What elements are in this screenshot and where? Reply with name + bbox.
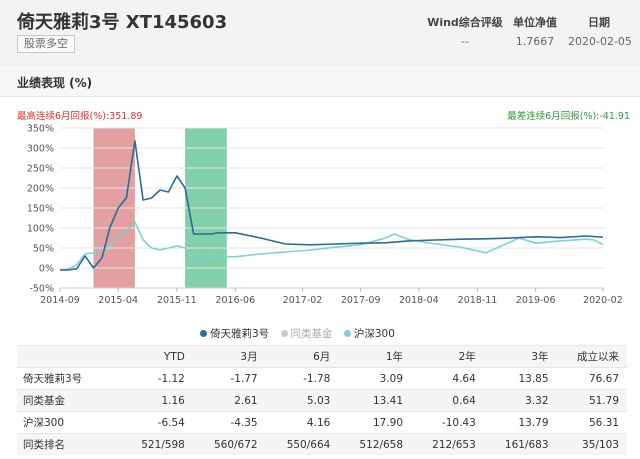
metric-nav-value: 1.7667 — [515, 35, 555, 48]
table-cell: 17.90 — [338, 411, 412, 434]
table-cell: -1.78 — [265, 367, 339, 390]
table-cell: -10.43 — [411, 411, 484, 434]
table-cell: 550/664 — [265, 433, 339, 455]
y-tick-label: 350% — [27, 124, 54, 135]
performance-chart: 350% 300% 250% 200% 150% 100% 50% 0% -50%2014-09… — [27, 124, 623, 307]
table-cell: 212/653 — [411, 433, 484, 455]
legend-label-peer: 同类基金 — [290, 328, 333, 340]
table-cell: 3.32 — [483, 389, 557, 412]
x-tick-label: 2017-02 — [283, 295, 323, 306]
table-cell: 13.41 — [338, 389, 412, 412]
strategy-tag[interactable]: 股票多空 — [17, 35, 75, 53]
performance-table: YTD 3月 6月 1年 2年 3年 成立以来 倚天雅莉3号 -1.12 -1.… — [17, 345, 627, 455]
legend-label-fund: 倚天雅莉3号 — [210, 328, 270, 340]
table-cell: 2.61 — [192, 389, 266, 412]
x-tick-label: 2016-06 — [215, 295, 255, 306]
legend-label-index: 沪深300 — [353, 328, 395, 340]
x-tick-label: 2018-04 — [399, 295, 439, 306]
series-line-fund — [60, 140, 603, 271]
fund-header: 倚天雅莉3号 XT145603 股票多空 Wind综合评级 -- 单位净值 1.… — [0, 0, 640, 64]
y-tick-label: 0% — [39, 264, 54, 275]
row-label: 同类排名 — [17, 433, 121, 455]
y-tick-label: -50% — [29, 284, 54, 295]
table-cell: 0.64 — [411, 389, 484, 412]
metric-rating-label: Wind综合评级 — [427, 16, 503, 29]
table-cell: 4.64 — [411, 367, 484, 390]
x-tick-label: 2014-09 — [40, 295, 80, 306]
legend-item-peer[interactable]: 同类基金 — [280, 326, 333, 341]
table-header-cell — [17, 345, 121, 368]
x-tick-label: 2015-04 — [98, 295, 138, 306]
table-cell: -1.77 — [192, 367, 266, 390]
x-tick-label: 2019-06 — [516, 295, 556, 306]
table-header-cell: 3年 — [483, 345, 557, 368]
performance-panel: 业绩表现 (%) 最高连续6月回报(%):351.89 最差连续6月回报(%):… — [0, 66, 640, 459]
legend-dot-fund — [200, 329, 207, 337]
x-tick-label: 2018-11 — [458, 295, 498, 306]
y-tick-label: 300% — [27, 144, 54, 155]
y-tick-label: 100% — [27, 224, 54, 235]
table-row: 同类基金 1.16 2.61 5.03 13.41 0.64 3.32 51.7… — [17, 389, 627, 412]
table-cell: -4.35 — [192, 411, 266, 434]
table-header-cell: 成立以来 — [556, 345, 627, 368]
table-row: 沪深300 -6.54 -4.35 4.16 17.90 -10.43 13.7… — [17, 411, 627, 434]
table-header-cell: 6月 — [265, 345, 339, 368]
table-cell: 3.09 — [338, 367, 412, 390]
metric-date: 日期 2020-02-05 — [568, 14, 632, 48]
metric-rating: Wind综合评级 -- — [425, 14, 505, 48]
fund-title: 倚天雅莉3号 XT145603 — [17, 12, 228, 33]
y-tick-label: 150% — [27, 204, 54, 215]
table-header-row: YTD 3月 6月 1年 2年 3年 成立以来 — [17, 345, 627, 368]
max-6m-return-label: 最高连续6月回报(%):351.89 — [17, 111, 143, 122]
table-row: 同类排名 521/598 560/672 550/664 512/658 212… — [17, 433, 627, 455]
x-tick-label: 2020-02 — [583, 295, 623, 306]
y-tick-label: 250% — [27, 164, 54, 175]
metric-date-value: 2020-02-05 — [568, 35, 632, 48]
table-cell: -6.54 — [120, 411, 193, 434]
x-tick-label: 2015-11 — [157, 295, 197, 306]
table-cell: 4.16 — [265, 411, 339, 434]
series-line-index — [59, 221, 604, 271]
table-header-cell: YTD — [120, 345, 193, 368]
table-cell: -1.12 — [120, 367, 193, 390]
metric-rating-value: -- — [461, 35, 469, 48]
table-header-cell: 3月 — [192, 345, 266, 368]
y-tick-label: 200% — [27, 184, 54, 195]
table-cell: 35/103 — [556, 433, 627, 455]
metric-date-label: 日期 — [588, 16, 610, 29]
table-cell: 521/598 — [120, 433, 193, 455]
table-cell: 1.16 — [120, 389, 193, 412]
chart-legend: 倚天雅莉3号 同类基金 沪深300 — [200, 326, 403, 341]
y-tick-label: 50% — [33, 244, 54, 255]
table-cell: 512/658 — [338, 433, 412, 455]
metric-nav-label: 单位净值 — [513, 16, 557, 29]
legend-item-index[interactable]: 沪深300 — [343, 326, 395, 341]
table-cell: 161/683 — [483, 433, 557, 455]
table-cell: 13.79 — [483, 411, 557, 434]
legend-dot-peer — [280, 329, 288, 337]
table-cell: 13.85 — [483, 367, 557, 390]
row-label: 沪深300 — [17, 411, 121, 434]
table-header-cell: 1年 — [338, 345, 412, 368]
table-cell: 56.31 — [556, 411, 627, 434]
panel-title: 业绩表现 (%) — [17, 76, 93, 90]
x-tick-label: 2017-09 — [341, 295, 381, 306]
metric-nav: 单位净值 1.7667 — [505, 14, 565, 48]
table-cell: 51.79 — [556, 389, 627, 412]
panel-header: 业绩表现 (%) — [0, 66, 640, 97]
min-6m-return-label: 最差连续6月回报(%):-41.91 — [507, 111, 630, 122]
legend-dot-index — [343, 329, 351, 337]
table-cell: 5.03 — [265, 389, 339, 412]
table-header-cell: 2年 — [411, 345, 484, 368]
table-cell: 560/672 — [192, 433, 266, 455]
legend-item-fund[interactable]: 倚天雅莉3号 — [200, 326, 269, 341]
row-label: 同类基金 — [17, 389, 121, 412]
table-row: 倚天雅莉3号 -1.12 -1.77 -1.78 3.09 4.64 13.85… — [17, 367, 627, 390]
table-cell: 76.67 — [556, 367, 627, 390]
row-label: 倚天雅莉3号 — [17, 367, 121, 390]
